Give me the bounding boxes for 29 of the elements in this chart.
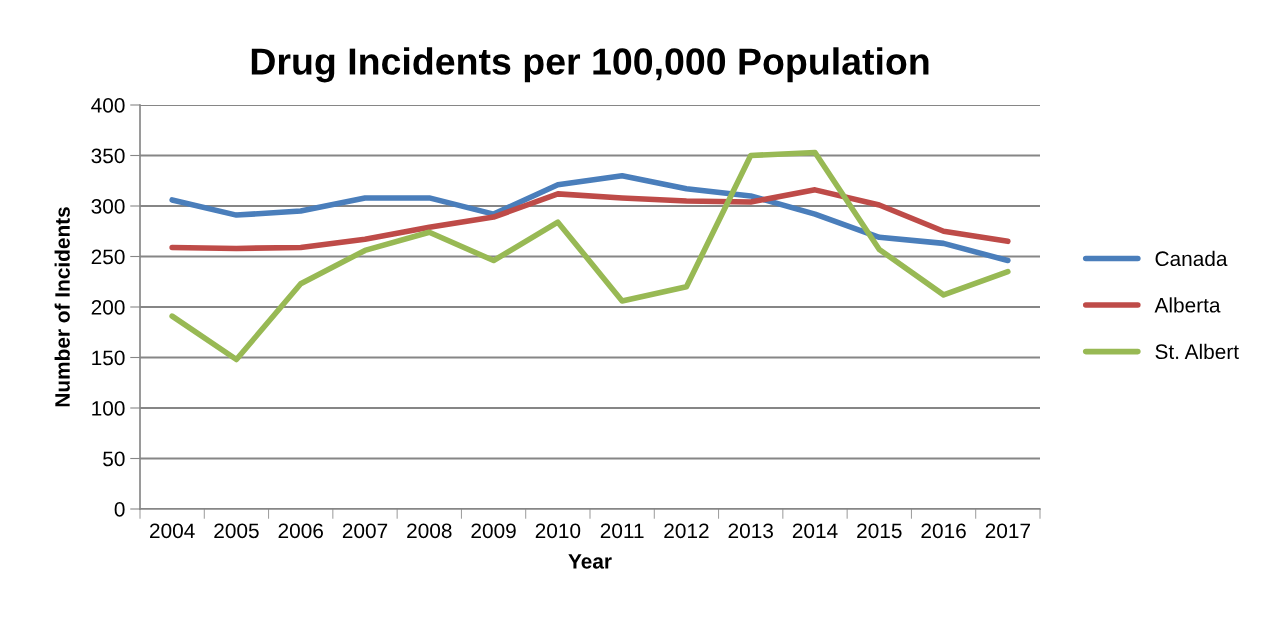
y-tick-label: 400: [91, 98, 125, 113]
x-tick-label: 2009: [471, 523, 516, 539]
y-tick-label: 0: [114, 502, 125, 517]
y-tick-label: 300: [91, 199, 125, 214]
y-axis-title: Number of Incidents: [54, 207, 70, 407]
legend-label: Canada: [1155, 250, 1228, 267]
legend-label: Alberta: [1154, 297, 1221, 313]
y-tick-label: 50: [103, 451, 125, 467]
x-axis-title: Year: [568, 554, 612, 569]
x-tick-label: 2004: [150, 523, 195, 539]
x-tick-label: 2006: [278, 523, 323, 539]
y-tick-label: 100: [92, 401, 125, 416]
x-tick-label: 2016: [921, 523, 966, 539]
x-tick-label: 2007: [342, 523, 388, 539]
legend-label: St. Albert: [1155, 343, 1239, 360]
y-tick-label: 250: [91, 249, 125, 265]
x-tick-label: 2012: [664, 523, 709, 539]
x-tick-label: 2017: [985, 523, 1030, 539]
x-tick-label: 2011: [600, 523, 644, 539]
y-tick-label: 350: [91, 148, 125, 164]
y-tick-label: 200: [91, 300, 125, 315]
x-tick-label: 2008: [407, 523, 452, 539]
chart-title: Drug Incidents per 100,000 Population: [251, 47, 929, 83]
x-tick-label: 2010: [535, 523, 581, 539]
x-tick-label: 2015: [857, 523, 902, 539]
x-tick-label: 2013: [728, 523, 773, 539]
x-tick-label: 2014: [792, 523, 838, 539]
y-tick-label: 150: [92, 350, 125, 366]
x-tick-label: 2005: [214, 523, 259, 539]
